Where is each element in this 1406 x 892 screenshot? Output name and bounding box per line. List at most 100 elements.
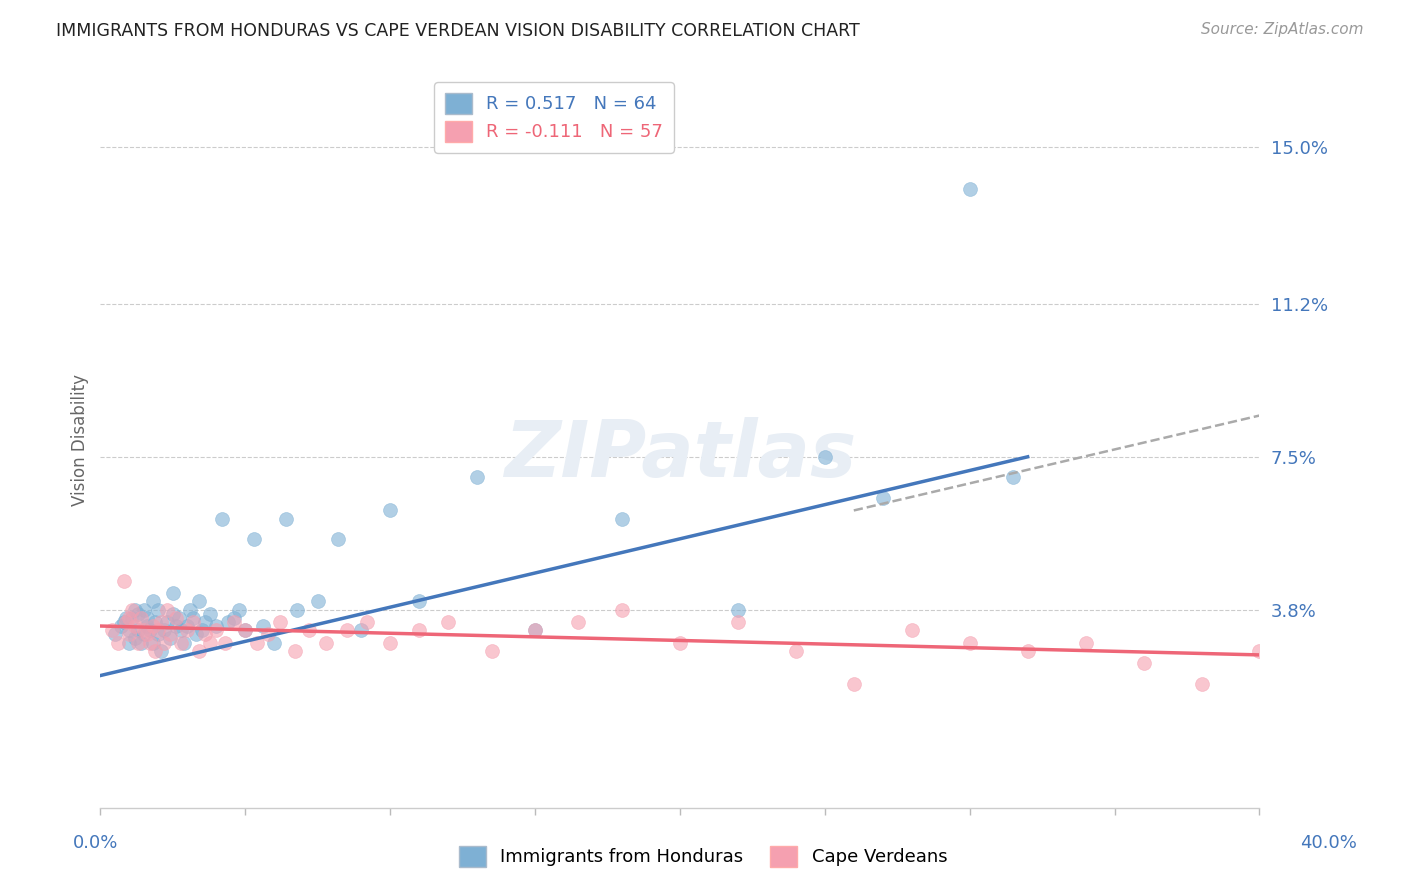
Point — [814, 450, 837, 464]
Point — [132, 623, 155, 637]
Point — [194, 615, 217, 629]
Point — [141, 619, 163, 633]
Point — [124, 602, 146, 616]
Text: IMMIGRANTS FROM HONDURAS VS CAPE VERDEAN VISION DISABILITY CORRELATION CHART: IMMIGRANTS FROM HONDURAS VS CAPE VERDEAN… — [56, 22, 860, 40]
Point — [135, 627, 157, 641]
Point — [524, 623, 547, 637]
Point — [1017, 644, 1039, 658]
Point — [610, 512, 633, 526]
Point — [104, 627, 127, 641]
Point — [187, 594, 209, 608]
Point — [205, 623, 228, 637]
Point — [118, 627, 141, 641]
Point — [222, 615, 245, 629]
Point — [145, 615, 167, 629]
Point — [173, 635, 195, 649]
Point — [176, 623, 198, 637]
Point — [127, 623, 149, 637]
Point — [727, 602, 749, 616]
Point — [842, 677, 865, 691]
Point — [181, 611, 204, 625]
Point — [148, 602, 170, 616]
Point — [222, 611, 245, 625]
Point — [191, 623, 214, 637]
Point — [141, 594, 163, 608]
Point — [1074, 635, 1097, 649]
Text: Source: ZipAtlas.com: Source: ZipAtlas.com — [1201, 22, 1364, 37]
Point — [1002, 470, 1025, 484]
Point — [243, 533, 266, 547]
Point — [107, 635, 129, 649]
Point — [159, 627, 181, 641]
Point — [159, 632, 181, 646]
Point — [211, 512, 233, 526]
Point — [187, 644, 209, 658]
Point — [138, 623, 160, 637]
Point — [298, 623, 321, 637]
Point — [167, 611, 190, 625]
Point — [246, 635, 269, 649]
Point — [184, 627, 207, 641]
Point — [115, 615, 138, 629]
Point — [110, 619, 132, 633]
Point — [437, 615, 460, 629]
Point — [233, 623, 256, 637]
Point — [181, 615, 204, 629]
Point — [170, 635, 193, 649]
Point — [524, 623, 547, 637]
Point — [669, 635, 692, 649]
Point — [135, 611, 157, 625]
Point — [156, 615, 179, 629]
Point — [141, 635, 163, 649]
Point — [269, 615, 291, 629]
Point — [145, 644, 167, 658]
Point — [408, 594, 430, 608]
Point — [610, 602, 633, 616]
Point — [179, 602, 201, 616]
Point — [336, 623, 359, 637]
Point — [228, 602, 250, 616]
Point — [567, 615, 589, 629]
Point — [176, 619, 198, 633]
Point — [162, 586, 184, 600]
Point — [283, 644, 305, 658]
Point — [200, 635, 222, 649]
Point — [274, 512, 297, 526]
Point — [129, 635, 152, 649]
Point — [872, 491, 894, 505]
Point — [465, 470, 488, 484]
Point — [121, 602, 143, 616]
Point — [900, 623, 922, 637]
Point — [124, 619, 146, 633]
Point — [112, 574, 135, 588]
Point — [101, 623, 124, 637]
Point — [127, 607, 149, 621]
Point — [118, 611, 141, 625]
Point — [326, 533, 349, 547]
Point — [118, 635, 141, 649]
Point — [135, 619, 157, 633]
Point — [148, 623, 170, 637]
Point — [257, 627, 280, 641]
Point — [156, 602, 179, 616]
Point — [959, 635, 981, 649]
Point — [118, 623, 141, 637]
Point — [170, 623, 193, 637]
Point — [162, 607, 184, 621]
Point — [481, 644, 503, 658]
Point — [205, 619, 228, 633]
Text: ZIPatlas: ZIPatlas — [503, 417, 856, 493]
Point — [121, 611, 143, 625]
Point — [148, 627, 170, 641]
Point — [287, 602, 309, 616]
Point — [165, 611, 187, 625]
Point — [127, 635, 149, 649]
Point — [153, 623, 176, 637]
Point — [132, 627, 155, 641]
Point — [165, 619, 187, 633]
Point — [217, 615, 239, 629]
Point — [378, 503, 401, 517]
Point — [307, 594, 329, 608]
Point — [959, 181, 981, 195]
Point — [350, 623, 373, 637]
